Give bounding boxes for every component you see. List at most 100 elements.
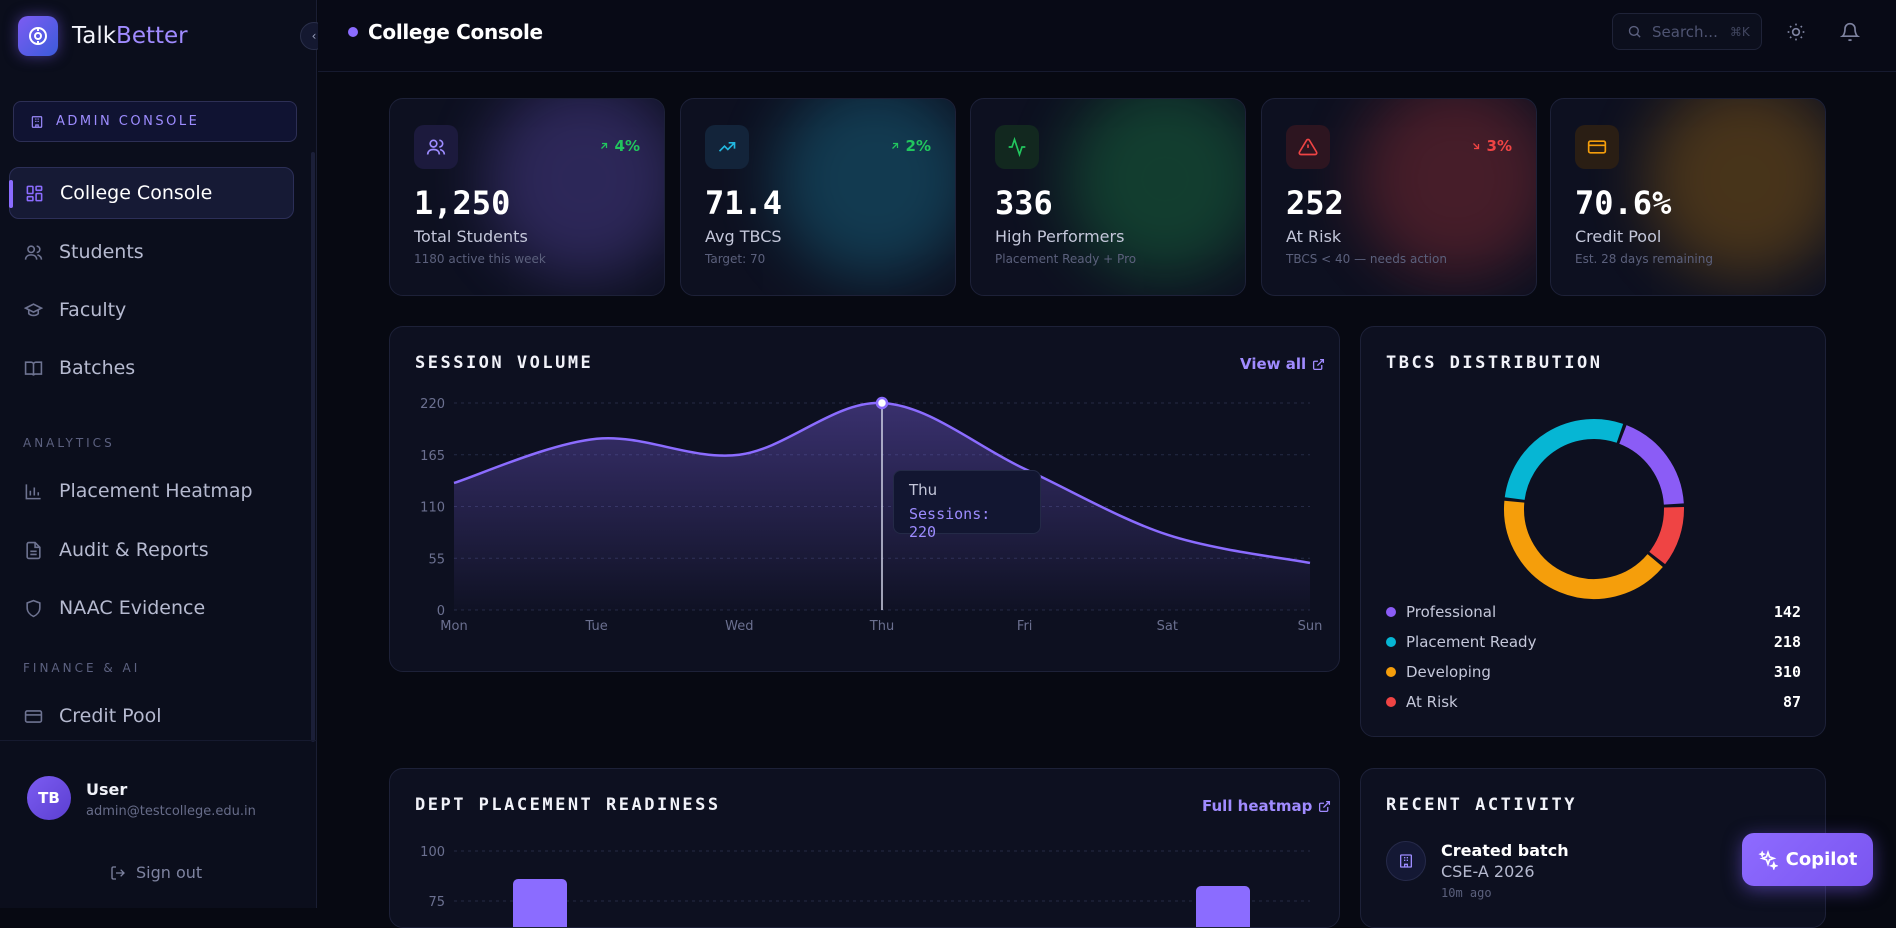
legend-value: 310 bbox=[1773, 663, 1801, 681]
search-shortcut: ⌘K bbox=[1729, 24, 1750, 39]
view-all-link[interactable]: View all bbox=[1240, 355, 1325, 373]
activity-subtitle: CSE-A 2026 bbox=[1441, 862, 1535, 881]
stat-card-at-risk[interactable]: 3% 252 At Risk TBCS < 40 — needs action bbox=[1261, 98, 1537, 296]
activity-time: 10m ago bbox=[1441, 886, 1492, 900]
panel-title: SESSION VOLUME bbox=[415, 353, 594, 373]
search-input[interactable]: Search... ⌘K bbox=[1612, 13, 1762, 50]
stat-card-total-students[interactable]: 4% 1,250 Total Students 1180 active this… bbox=[389, 98, 665, 296]
stat-value: 71.4 bbox=[705, 184, 783, 222]
trend-badge: 4% bbox=[598, 137, 640, 155]
donut-slice-placement-ready bbox=[1504, 419, 1624, 501]
user-name: User bbox=[86, 780, 128, 799]
log-out-icon bbox=[111, 865, 125, 880]
sidebar-item-students[interactable]: Students bbox=[9, 226, 294, 278]
stat-label: High Performers bbox=[995, 227, 1125, 246]
top-header: College Console Search... ⌘K bbox=[318, 0, 1896, 72]
user-panel: TB User admin@testcollege.edu.in Sign ou… bbox=[0, 740, 317, 908]
app-logo[interactable]: TalkBetter bbox=[18, 16, 188, 56]
trend-value: 3% bbox=[1486, 137, 1512, 155]
sidebar-scrollbar[interactable] bbox=[311, 152, 315, 742]
y-tick-label: 100 bbox=[420, 845, 445, 860]
app-name-main: Talk bbox=[72, 23, 117, 49]
legend-dot bbox=[1386, 607, 1396, 617]
stat-card-avg-tbcs[interactable]: 2% 71.4 Avg TBCS Target: 70 bbox=[680, 98, 956, 296]
sidebar-item-label: Placement Heatmap bbox=[59, 480, 253, 502]
sidebar-item-label: College Console bbox=[60, 182, 213, 204]
stat-card-high-performers[interactable]: 336 High Performers Placement Ready + Pr… bbox=[970, 98, 1246, 296]
legend-dot bbox=[1386, 637, 1396, 647]
sidebar-item-naac-evidence[interactable]: NAAC Evidence bbox=[9, 582, 294, 634]
trend-badge: 3% bbox=[1470, 137, 1512, 155]
search-icon bbox=[1628, 25, 1641, 38]
chevron-left-icon: ‹ bbox=[311, 29, 317, 43]
trend-badge: 2% bbox=[889, 137, 931, 155]
sidebar-item-label: Students bbox=[59, 241, 144, 263]
users-icon bbox=[414, 125, 458, 169]
x-tick-label: Thu bbox=[869, 619, 894, 634]
sign-out-button[interactable]: Sign out bbox=[110, 863, 202, 882]
copilot-label: Copilot bbox=[1785, 849, 1858, 870]
panel-title: TBCS DISTRIBUTION bbox=[1386, 353, 1603, 373]
alert-triangle-icon bbox=[1286, 125, 1330, 169]
sun-icon[interactable] bbox=[1786, 22, 1806, 42]
activity-icon bbox=[995, 125, 1039, 169]
card-glow bbox=[1065, 99, 1245, 279]
y-tick-label: 165 bbox=[420, 449, 445, 464]
sidebar: TalkBetter ‹ ADMIN CONSOLE College Conso… bbox=[0, 0, 328, 908]
arrow-down-right-icon bbox=[1472, 143, 1479, 150]
trend-value: 4% bbox=[614, 137, 640, 155]
dept-placement-panel: DEPT PLACEMENT READINESS Full heatmap 10… bbox=[389, 768, 1340, 928]
building-icon bbox=[31, 115, 43, 128]
panel-title: DEPT PLACEMENT READINESS bbox=[415, 795, 721, 815]
arrow-up-right-icon bbox=[891, 142, 898, 149]
arrow-up-right-icon bbox=[600, 142, 607, 149]
app-name: TalkBetter bbox=[72, 23, 188, 49]
dept-placement-chart: 100 75 bbox=[420, 845, 1310, 927]
x-tick-label: Tue bbox=[585, 619, 608, 634]
card-glow bbox=[775, 99, 955, 279]
x-tick-label: Fri bbox=[1017, 619, 1033, 634]
stat-card-credit-pool[interactable]: 70.6% Credit Pool Est. 28 days remaining bbox=[1550, 98, 1826, 296]
legend-item: Professional 142 bbox=[1386, 600, 1801, 624]
external-link-icon bbox=[1319, 800, 1331, 812]
users-icon bbox=[24, 244, 43, 260]
legend-dot bbox=[1386, 667, 1396, 677]
bar bbox=[513, 879, 567, 927]
sidebar-item-placement-heatmap[interactable]: Placement Heatmap bbox=[9, 465, 294, 517]
app-name-accent: Better bbox=[116, 23, 188, 49]
sidebar-item-faculty[interactable]: Faculty bbox=[9, 284, 294, 336]
building-icon bbox=[1386, 841, 1426, 881]
stat-label: At Risk bbox=[1286, 227, 1342, 246]
legend-label: Placement Ready bbox=[1406, 633, 1537, 651]
stat-value: 70.6% bbox=[1575, 184, 1672, 222]
user-email: admin@testcollege.edu.in bbox=[86, 804, 256, 819]
bar bbox=[1196, 886, 1250, 927]
nav-section-analytics: ANALYTICS bbox=[23, 436, 115, 450]
bell-icon[interactable] bbox=[1840, 22, 1860, 42]
y-tick-label: 110 bbox=[420, 501, 445, 516]
legend-value: 142 bbox=[1773, 603, 1801, 621]
sidebar-item-label: Batches bbox=[59, 357, 136, 379]
page-title-text: College Console bbox=[368, 20, 543, 44]
avatar[interactable]: TB bbox=[27, 776, 71, 820]
credit-card-icon bbox=[1575, 125, 1619, 169]
sidebar-item-credit-pool[interactable]: Credit Pool bbox=[9, 690, 294, 742]
sidebar-item-audit-reports[interactable]: Audit & Reports bbox=[9, 524, 294, 576]
shield-icon bbox=[26, 599, 41, 617]
book-open-icon bbox=[24, 360, 43, 376]
legend-value: 87 bbox=[1782, 693, 1801, 711]
external-link-icon bbox=[1313, 358, 1325, 370]
sidebar-item-college-console[interactable]: College Console bbox=[9, 167, 294, 219]
donut-slice-developing bbox=[1504, 500, 1663, 599]
full-heatmap-link[interactable]: Full heatmap bbox=[1202, 797, 1331, 815]
y-tick-label: 55 bbox=[428, 552, 445, 567]
page-title: College Console bbox=[348, 20, 543, 44]
legend-item: Placement Ready 218 bbox=[1386, 630, 1801, 654]
session-volume-chart: 0 55 110 165 220 Mon Tue Wed Thu Fri Sat Sun bbox=[420, 396, 1322, 634]
x-tick-label: Sat bbox=[1157, 619, 1178, 634]
logo-icon bbox=[18, 16, 58, 56]
legend-item: At Risk 87 bbox=[1386, 690, 1801, 714]
copilot-button[interactable]: Copilot bbox=[1742, 833, 1873, 886]
sidebar-item-batches[interactable]: Batches bbox=[9, 342, 294, 394]
tooltip-value: Sessions: 220 bbox=[909, 505, 991, 541]
